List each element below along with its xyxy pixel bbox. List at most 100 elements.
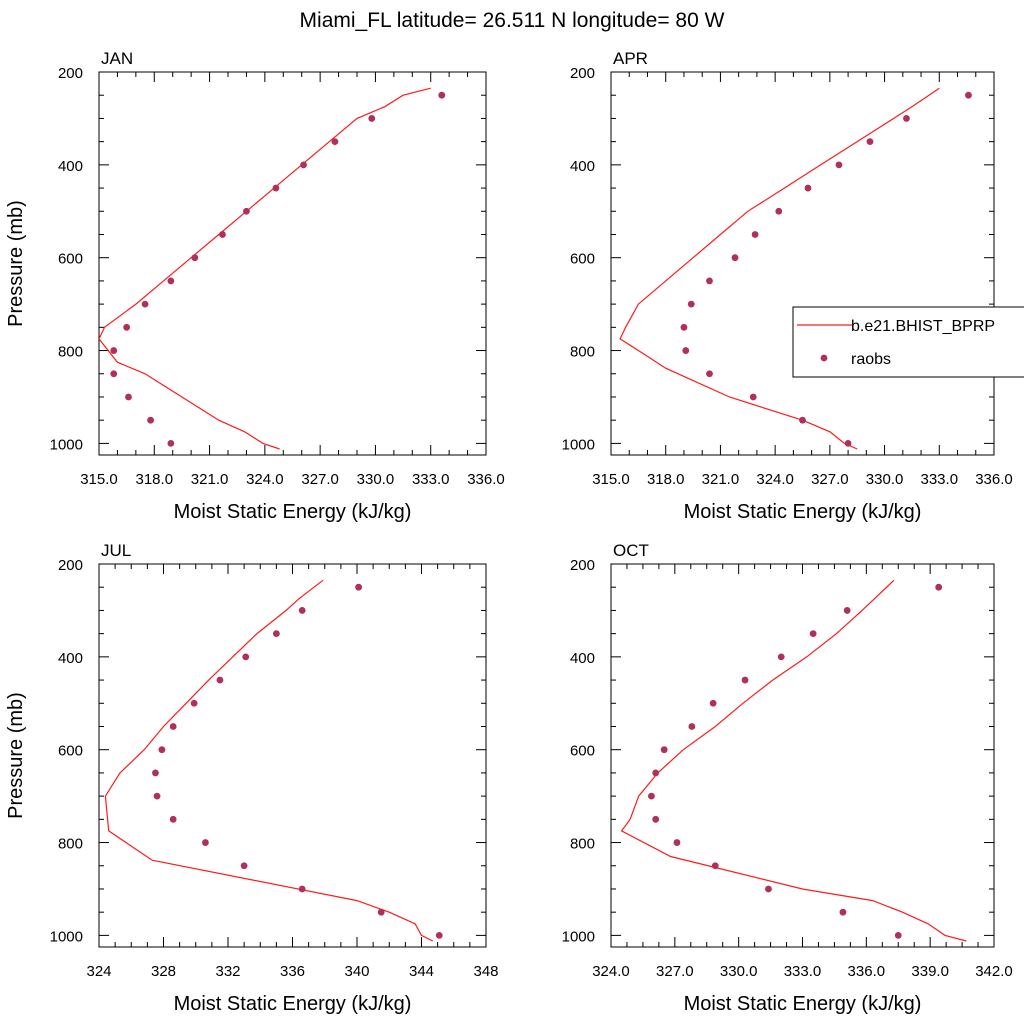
legend-marker-swatch [820, 354, 828, 362]
x-tick-label: 328 [151, 963, 176, 980]
x-tick-label: 340 [344, 963, 369, 980]
x-tick-label: 321.0 [702, 471, 740, 488]
obs-point [123, 323, 131, 331]
plot-area [99, 87, 446, 450]
obs-point [152, 769, 159, 777]
x-tick-label: 324.0 [592, 963, 630, 980]
y-tick-label: 1000 [562, 436, 595, 453]
y-tick-label: 400 [570, 158, 595, 175]
obs-point [660, 746, 668, 754]
panel-month-label: APR [613, 49, 648, 68]
y-tick-label: 400 [58, 158, 83, 175]
obs-point [731, 254, 739, 262]
obs-point [331, 138, 339, 146]
obs-point [652, 769, 660, 777]
x-tick-label: 315.0 [592, 471, 630, 488]
obs-point [125, 393, 132, 401]
obs-point [648, 792, 655, 800]
x-tick-label: 330.0 [720, 963, 758, 980]
obs-point [935, 583, 943, 591]
y-tick-label: 200 [570, 557, 595, 574]
y-tick-label: 800 [58, 344, 83, 361]
legend-obs-label: raobs [851, 351, 891, 368]
x-tick-label: 333.0 [784, 963, 822, 980]
obs-point [682, 347, 690, 354]
obs-point [153, 792, 161, 800]
obs-point [169, 815, 177, 823]
panels: 315.0 318.0 321.0 324.0 327.0 330.0 333.0 336.0… [5, 49, 1013, 1015]
x-axis-label: Moist Static Energy (kJ/kg) [174, 993, 412, 1015]
obs-point [298, 607, 306, 614]
legend-model-label: b.e21.BHIST_BPRP [851, 318, 995, 335]
y-tick-label: 200 [58, 557, 83, 574]
obs-point [243, 207, 250, 215]
y-tick-label: 200 [58, 65, 83, 82]
obs-point [216, 676, 224, 684]
x-axis-label: Moist Static Energy (kJ/kg) [684, 993, 922, 1015]
x-tick-label: 324.0 [246, 471, 284, 488]
obs-point [435, 931, 443, 939]
y-tick-label: 600 [58, 251, 83, 268]
panel-month-label: OCT [613, 541, 649, 560]
y-tick-label: 600 [570, 251, 595, 268]
plot-frame [98, 71, 487, 456]
obs-point [240, 862, 248, 870]
obs-point [219, 231, 226, 238]
obs-point [298, 885, 306, 893]
panel-oct: 324.0 327.0 330.0 333.0 336.0 339.0 342.0 200 40… [562, 541, 1013, 1015]
x-tick-label: 344 [409, 963, 434, 980]
x-tick-label: 318.0 [136, 471, 174, 488]
obs-point [741, 676, 749, 684]
panel-jan: 315.0 318.0 321.0 324.0 327.0 330.0 333.0 336.0… [5, 49, 505, 523]
obs-point [711, 862, 719, 870]
x-tick-label: 324 [86, 963, 111, 980]
obs-point [673, 839, 681, 846]
obs-point [652, 815, 660, 823]
obs-point [844, 439, 852, 447]
obs-point [147, 416, 155, 424]
obs-point [894, 931, 902, 939]
obs-point [839, 908, 847, 916]
x-tick-label: 336.0 [848, 963, 886, 980]
x-tick-label: 333.0 [921, 471, 959, 488]
model-line [619, 87, 940, 450]
panel-month-label: JUL [101, 541, 131, 560]
obs-point [438, 91, 446, 99]
obs-point [809, 630, 817, 638]
y-tick-label: 400 [570, 650, 595, 667]
obs-point [688, 723, 696, 730]
y-tick-label: 1000 [50, 436, 83, 453]
x-tick-label: 336.0 [975, 471, 1013, 488]
y-tick-label: 600 [570, 743, 595, 760]
x-tick-label: 348 [473, 963, 498, 980]
obs-point [749, 393, 757, 401]
y-tick-label: 800 [570, 344, 595, 361]
figure-title: Miami_FL latitude= 26.511 N longitude= 8… [300, 9, 725, 32]
x-tick-label: 330.0 [357, 471, 395, 488]
obs-point [799, 416, 806, 424]
x-axis-label: Moist Static Energy (kJ/kg) [174, 501, 412, 523]
model-line [104, 579, 434, 942]
obs-point [300, 161, 307, 169]
plot-area [104, 579, 443, 942]
x-tick-label: 318.0 [647, 471, 685, 488]
x-tick-label: 339.0 [911, 963, 949, 980]
obs-point [775, 207, 783, 215]
obs-point [903, 115, 910, 122]
obs-point [866, 138, 874, 146]
y-tick-label: 800 [58, 836, 83, 853]
obs-point [706, 370, 713, 378]
model-line [620, 579, 967, 942]
obs-point [202, 839, 209, 846]
x-tick-label: 333.0 [412, 471, 450, 488]
y-tick-label: 400 [58, 650, 83, 667]
obs-point [158, 746, 166, 754]
obs-point [242, 653, 250, 661]
obs-point [368, 115, 376, 122]
obs-point [843, 607, 851, 614]
obs-point [765, 885, 772, 893]
plot-area [619, 87, 972, 450]
obs-point [272, 184, 280, 192]
plot-area [620, 579, 967, 942]
